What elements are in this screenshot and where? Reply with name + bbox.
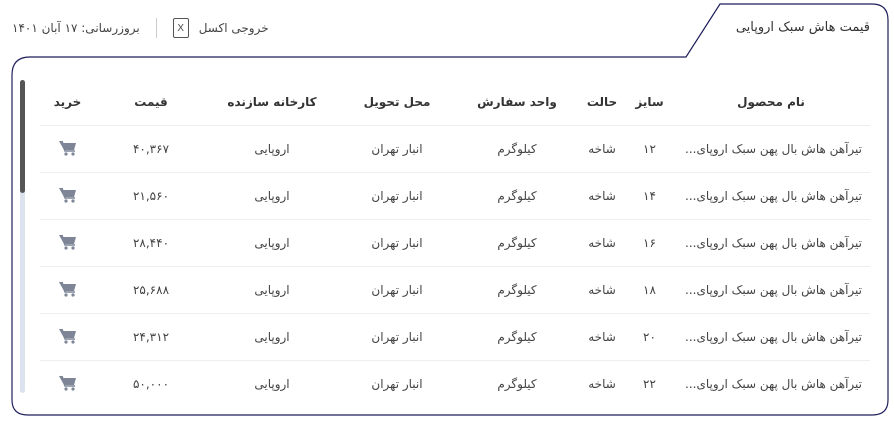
buy-button[interactable]	[40, 172, 95, 220]
buy-button[interactable]	[40, 266, 95, 314]
cell-location: انبار تهران	[337, 172, 457, 220]
cart-icon[interactable]	[58, 375, 77, 391]
excel-export-button[interactable]: خروجی اکسل	[198, 21, 269, 35]
cell-factory: اروپایی	[207, 360, 337, 407]
cell-size: ۱۴	[627, 172, 672, 220]
cell-state: شاخه	[577, 360, 627, 407]
cell-price: ۵۰,۰۰۰	[95, 360, 207, 407]
col-name[interactable]: نام محصول	[737, 95, 805, 109]
cell-product-name: تیرآهن هاش بال پهن سبک اروپای...	[672, 219, 870, 267]
buy-button[interactable]	[40, 313, 95, 361]
table-header: نام محصول سایز حالت واحد سفارش محل تحویل…	[40, 79, 870, 126]
cell-product-name: تیرآهن هاش بال پهن سبک اروپای...	[672, 172, 870, 220]
cart-icon[interactable]	[58, 281, 77, 297]
cell-state: شاخه	[577, 125, 627, 173]
cell-unit: کیلوگرم	[457, 219, 577, 267]
buy-button[interactable]	[40, 125, 95, 173]
col-state[interactable]: حالت	[586, 95, 618, 109]
cart-icon[interactable]	[58, 140, 77, 156]
cell-state: شاخه	[577, 266, 627, 314]
cell-size: ۱۸	[627, 266, 672, 314]
cell-factory: اروپایی	[207, 266, 337, 314]
table-row: تیرآهن هاش بال پهن سبک اروپای... ۱۲ شاخه کی…	[40, 125, 870, 173]
scrollbar-thumb[interactable]	[20, 80, 25, 193]
table-row: تیرآهن هاش بال پهن سبک اروپای... ۱۸ شاخه کی…	[40, 266, 870, 314]
col-buy: خرید	[53, 95, 82, 109]
cell-product-name: تیرآهن هاش بال پهن سبک اروپای...	[672, 360, 870, 407]
cart-icon[interactable]	[58, 187, 77, 203]
cart-icon[interactable]	[58, 234, 77, 250]
col-unit[interactable]: واحد سفارش	[477, 95, 557, 109]
cell-price: ۲۵,۶۸۸	[95, 266, 207, 314]
cart-icon[interactable]	[58, 328, 77, 344]
cell-price: ۲۸,۴۴۰	[95, 219, 207, 267]
cell-price: ۴۰,۳۶۷	[95, 125, 207, 173]
col-size[interactable]: سایز	[635, 95, 664, 109]
table-row: تیرآهن هاش بال پهن سبک اروپای... ۱۴ شاخه کی…	[40, 172, 870, 220]
excel-file-icon[interactable]: X	[172, 18, 189, 38]
page-title: قیمت هاش سبک اروپایی	[735, 20, 870, 35]
cell-product-name: تیرآهن هاش بال پهن سبک اروپای...	[672, 313, 870, 361]
cell-location: انبار تهران	[337, 360, 457, 407]
cell-size: ۱۶	[627, 219, 672, 267]
table-row: تیرآهن هاش بال پهن سبک اروپای... ۱۶ شاخه کی…	[40, 219, 870, 267]
cell-location: انبار تهران	[337, 266, 457, 314]
cell-state: شاخه	[577, 219, 627, 267]
table-row: تیرآهن هاش بال پهن سبک اروپای... ۲۰ شاخه کی…	[40, 313, 870, 361]
cell-size: ۲۲	[627, 360, 672, 407]
col-location[interactable]: محل تحویل	[363, 95, 431, 109]
cell-state: شاخه	[577, 172, 627, 220]
cell-size: ۱۲	[627, 125, 672, 173]
buy-button[interactable]	[40, 360, 95, 407]
scrollbar[interactable]	[20, 80, 25, 393]
cell-location: انبار تهران	[337, 313, 457, 361]
cell-price: ۲۱,۵۶۰	[95, 172, 207, 220]
cell-unit: کیلوگرم	[457, 266, 577, 314]
cell-factory: اروپایی	[207, 219, 337, 267]
cell-unit: کیلوگرم	[457, 360, 577, 407]
buy-button[interactable]	[40, 219, 95, 267]
cell-size: ۲۰	[627, 313, 672, 361]
cell-location: انبار تهران	[337, 125, 457, 173]
cell-price: ۲۴,۳۱۲	[95, 313, 207, 361]
cell-unit: کیلوگرم	[457, 313, 577, 361]
last-updated: بروزرسانی: ۱۷ آبان ۱۴۰۱	[12, 21, 140, 35]
cell-unit: کیلوگرم	[457, 125, 577, 173]
cell-state: شاخه	[577, 313, 627, 361]
cell-location: انبار تهران	[337, 219, 457, 267]
cell-factory: اروپایی	[207, 172, 337, 220]
table-row: تیرآهن هاش بال پهن سبک اروپای... ۲۲ شاخه کی…	[40, 360, 870, 407]
col-factory[interactable]: کارخانه سازنده	[227, 95, 317, 109]
cell-product-name: تیرآهن هاش بال پهن سبک اروپای...	[672, 125, 870, 173]
cell-factory: اروپایی	[207, 125, 337, 173]
price-table: نام محصول سایز حالت واحد سفارش محل تحویل…	[40, 79, 870, 407]
cell-unit: کیلوگرم	[457, 172, 577, 220]
col-price[interactable]: قیمت	[134, 95, 168, 109]
divider	[155, 18, 157, 38]
toolbar: بروزرسانی: ۱۷ آبان ۱۴۰۱ X خروجی اکسل	[12, 18, 269, 38]
cell-product-name: تیرآهن هاش بال پهن سبک اروپای...	[672, 266, 870, 314]
cell-factory: اروپایی	[207, 313, 337, 361]
